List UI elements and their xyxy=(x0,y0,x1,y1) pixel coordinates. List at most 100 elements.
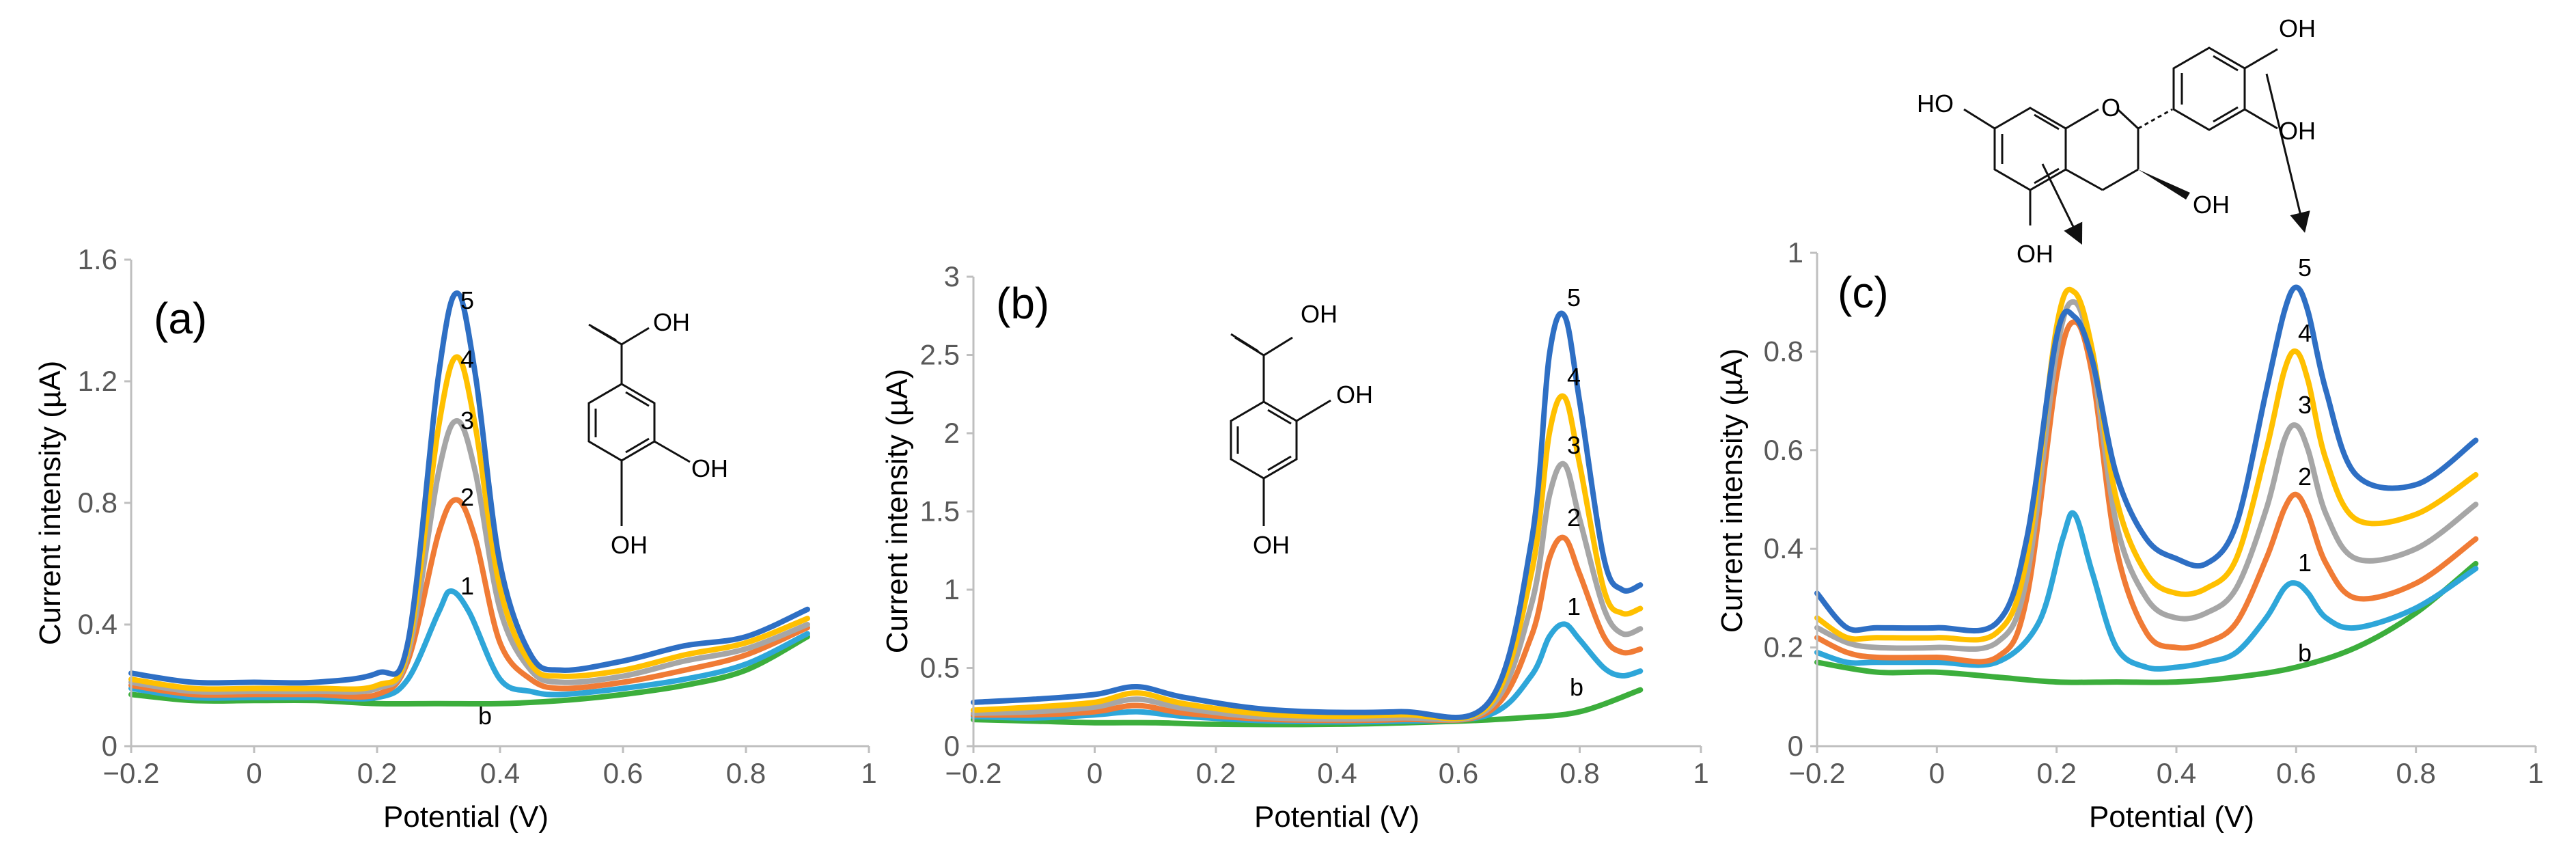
panel-a-benzene-ring xyxy=(587,383,656,462)
panel-c-y-tick-label: 0.6 xyxy=(1764,434,1803,466)
panel-a-y-tick-label: 0 xyxy=(102,730,117,762)
panel-a-curve-label-3: 3 xyxy=(460,407,474,435)
panel-c-y-tick-label: 0.8 xyxy=(1764,335,1803,367)
panel-c-mol-label-ring-o: O xyxy=(2101,94,2120,122)
panel-c-x-tick-label: 0 xyxy=(1929,757,1945,789)
panel-c-mol-label-4p-oh: OH xyxy=(2279,14,2316,42)
panel-c-double-bond xyxy=(2213,55,2239,72)
panel-a-series-4 xyxy=(128,354,810,692)
panel-b-benzene-ring xyxy=(1230,400,1298,480)
panel-b-y-tick-label: 1 xyxy=(944,573,960,605)
panel-a-double-bond xyxy=(625,391,650,407)
panel-c-arrow-b-ring xyxy=(2265,73,2310,233)
panel-c-double-bond xyxy=(2213,106,2239,123)
panel-c-y-tick-label: 0.4 xyxy=(1764,532,1803,564)
panel-c-bond xyxy=(2244,108,2278,130)
panel-c-series-5 xyxy=(1814,284,2479,634)
panel-c-y-tick-label: 0 xyxy=(1788,730,1803,762)
panel-a-mol-label-cooh-oh: OH xyxy=(653,308,690,336)
panel-a-curve-label-4: 4 xyxy=(460,345,474,373)
panel-c-bond xyxy=(2065,108,2099,130)
panel-a-x-tick-label: 1 xyxy=(861,757,876,789)
panel-c-bond xyxy=(2065,168,2103,191)
panel-b-curve-label-b: b xyxy=(1570,673,1583,701)
panel-c-curve-label-5: 5 xyxy=(2298,254,2312,282)
panel-c-x-tick-label: 0.6 xyxy=(2276,757,2316,789)
panel-a-x-tick-label: 0.4 xyxy=(480,757,520,789)
panel-b-series-5 xyxy=(971,310,1644,720)
panel-b-ticks: −0.2 0 0.2 0.4 0.6 0.8 100.511.522.53 xyxy=(920,260,1709,789)
panel-c-x-title: Potential (V) xyxy=(2089,800,2254,834)
panel-b-x-tick-label: 0.6 xyxy=(1439,757,1478,789)
panel-b-bond xyxy=(1296,399,1331,422)
panel-a-y-title: Current intensity (µA) xyxy=(33,361,67,646)
panel-b-y-tick-label: 0.5 xyxy=(920,652,960,684)
panel-c-series-b xyxy=(1814,560,2479,685)
panel-a-series-1 xyxy=(128,588,810,702)
panel-b-curve-label-1: 1 xyxy=(1567,592,1581,620)
panel-a-curves xyxy=(128,290,810,707)
panel-a-curve-label-5: 5 xyxy=(460,286,474,314)
panel-c-molecule: HO O OH OH OH OH xyxy=(1917,14,2316,268)
panel-c-x-tick-label: 0.8 xyxy=(2396,757,2435,789)
panel-c-a-ring xyxy=(1993,107,2067,191)
panel-c-bond xyxy=(2137,108,2173,130)
panel-b-curve-label-5: 5 xyxy=(1567,284,1581,312)
panel-b-y-tick-label: 1.5 xyxy=(920,495,960,528)
panel-b-double-bond xyxy=(1267,455,1292,471)
panel-b-y-tick-label: 3 xyxy=(944,260,960,292)
panel-b-double-bond xyxy=(1267,409,1292,425)
panel-c-series-1 xyxy=(1814,510,2479,672)
panel-c-x-tick-label: 0.2 xyxy=(2036,757,2076,789)
panel-b-x-tick-label: 0.2 xyxy=(1196,757,1236,789)
panel-a-series-2 xyxy=(128,497,810,700)
panel-c-wedge-bond xyxy=(2138,169,2190,200)
panel-b-mol-label-cooh-oh: OH xyxy=(1301,300,1338,328)
panel-c-mol-label-7-oh: HO xyxy=(1917,90,1954,118)
panel-c-curve-label-b: b xyxy=(2298,639,2312,667)
panel-c-series-3 xyxy=(1814,299,2479,652)
panel-b-series-b xyxy=(971,687,1644,728)
panel-c-double-bond xyxy=(2034,113,2060,131)
panel-a-curve-label-2: 2 xyxy=(460,483,474,511)
panel-b-mol-label-4-oh: OH xyxy=(1253,531,1290,559)
panel-b-x-tick-label: 1 xyxy=(1693,757,1708,789)
panel-a-y-tick-label: 0.4 xyxy=(78,608,117,640)
panel-a-mol-label-3-oh: OH xyxy=(691,454,728,482)
panel-a-label: (a) xyxy=(154,294,207,343)
panel-c-label: (c) xyxy=(1838,268,1889,317)
panel-a-ticks: −0.2 0 0.2 0.4 0.6 0.8 100.40.81.21.6 xyxy=(78,243,877,789)
panel-a-series-b xyxy=(128,633,810,707)
panel-c-mol-label-5-oh: OH xyxy=(2017,240,2053,268)
panel-c-b-ring xyxy=(2172,46,2246,131)
panel-c-x-tick-label: −0.2 xyxy=(1789,757,1846,789)
panel-a-molecule: OH OH OH xyxy=(587,308,728,559)
panel-c-y-title: Current intensity (µA) xyxy=(1715,348,1749,633)
panel-a-curve-label-b: b xyxy=(478,702,492,730)
panel-c-bond xyxy=(2102,168,2139,191)
panel-b-label: (b) xyxy=(996,279,1049,328)
panel-a-x-tick-label: −0.2 xyxy=(103,757,160,789)
panel-a-y-tick-label: 0.8 xyxy=(78,487,117,519)
panel-a-bond xyxy=(654,440,691,463)
panel-b-x-tick-label: 0.4 xyxy=(1317,757,1357,789)
panel-b-x-tick-label: 0 xyxy=(1087,757,1103,789)
panel-c-curve-label-2: 2 xyxy=(2298,463,2312,491)
panel-a-double-bond xyxy=(625,437,650,454)
panel-b-curves xyxy=(971,310,1644,728)
panel-c-ticks: −0.2 0 0.2 0.4 0.6 0.8 100.20.40.60.81 xyxy=(1764,236,2544,789)
panel-c-x-tick-label: 0.4 xyxy=(2157,757,2196,789)
panel-b-x-tick-label: −0.2 xyxy=(945,757,1002,789)
panel-a-double-bond xyxy=(588,323,617,342)
panel-c-bond xyxy=(2116,108,2139,130)
panel-a-series-3 xyxy=(128,417,810,695)
panel-b-curve-label-2: 2 xyxy=(1567,504,1581,532)
panel-b-y-tick-label: 2 xyxy=(944,417,960,449)
panel-a-x-tick-label: 0.6 xyxy=(603,757,643,789)
panel-c-y-tick-label: 0.2 xyxy=(1764,631,1803,663)
panel-c-arrow-a-ring xyxy=(2041,163,2083,245)
panel-c-curve-label-1: 1 xyxy=(2298,549,2312,577)
panel-c-x-tick-label: 1 xyxy=(2527,757,2543,789)
panel-c-double-bond xyxy=(2034,167,2060,184)
